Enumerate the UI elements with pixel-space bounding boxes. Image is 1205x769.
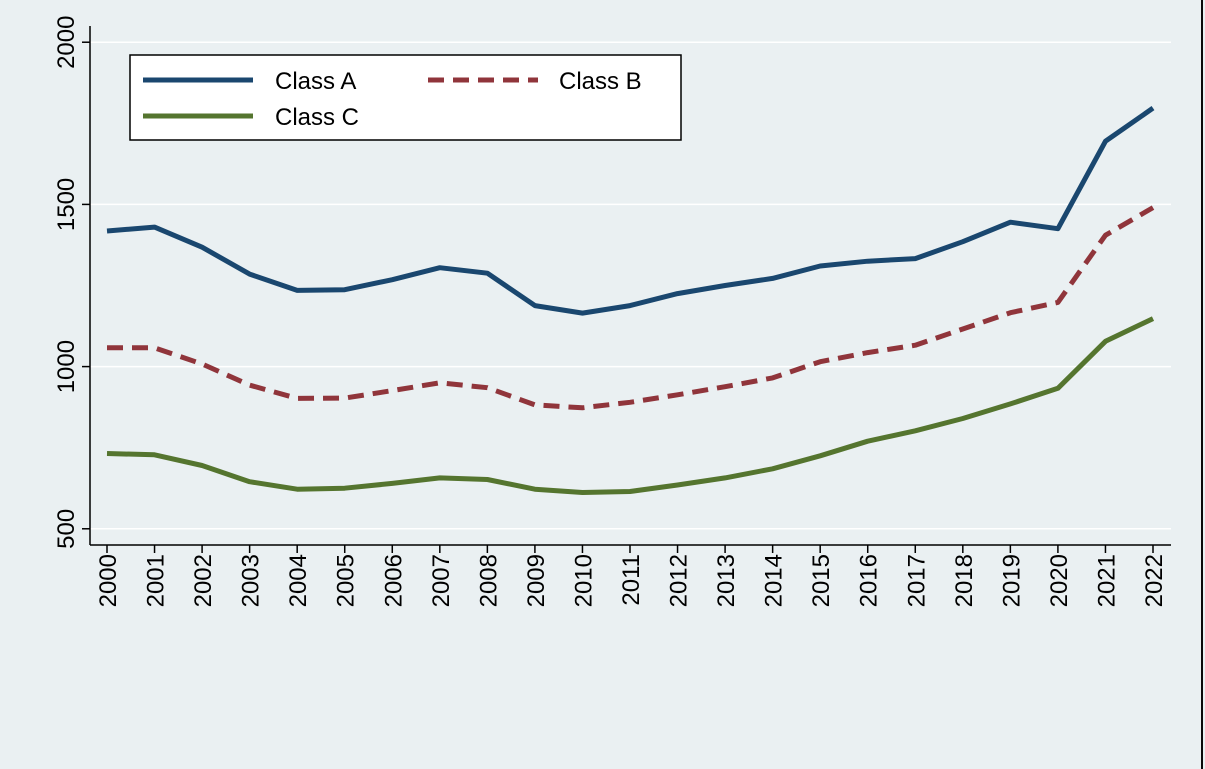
legend: Class A Class B Class C bbox=[129, 54, 682, 141]
x-tick-label: 2017 bbox=[903, 554, 930, 607]
x-tick-label: 2016 bbox=[856, 554, 883, 607]
x-tick-label: 2022 bbox=[1141, 554, 1168, 607]
x-tick-label: 2009 bbox=[523, 554, 550, 607]
y-tick-label: 1500 bbox=[53, 178, 80, 231]
series-line-class-a bbox=[106, 106, 1155, 316]
series-group bbox=[106, 106, 1155, 495]
y-tick-label: 2000 bbox=[53, 16, 80, 69]
legend-label-class-a: Class A bbox=[275, 68, 356, 95]
x-tick-label: 2014 bbox=[761, 554, 788, 607]
legend-label-class-b: Class B bbox=[559, 68, 642, 95]
x-tick-label: 2006 bbox=[380, 554, 407, 607]
x-tick-label: 2019 bbox=[998, 554, 1025, 607]
x-tick-label: 2008 bbox=[475, 554, 502, 607]
x-tick-label: 2015 bbox=[808, 554, 835, 607]
x-tick-label: 2018 bbox=[951, 554, 978, 607]
series-line-class-c bbox=[106, 316, 1155, 495]
x-tick-label: 2000 bbox=[95, 554, 122, 607]
x-tick-label: 2001 bbox=[143, 554, 170, 607]
legend-box bbox=[129, 54, 682, 141]
y-tick-label: 1000 bbox=[53, 340, 80, 393]
x-tick-label: 2007 bbox=[428, 554, 455, 607]
y-tick-label: 500 bbox=[53, 509, 80, 549]
series-line-class-b bbox=[107, 205, 1155, 411]
x-tick-label: 2013 bbox=[713, 554, 740, 607]
x-tick-label: 2021 bbox=[1093, 554, 1120, 607]
axes: 500 1000 1500 2000 2000 2001 2002 2003 2004 2005 2… bbox=[53, 16, 1171, 607]
x-tick-label: 2010 bbox=[570, 554, 597, 607]
x-tick-label: 2020 bbox=[1046, 554, 1073, 607]
x-tick-label: 2002 bbox=[190, 554, 217, 607]
x-tick-label: 2005 bbox=[333, 554, 360, 607]
x-tick-label: 2004 bbox=[285, 554, 312, 607]
gridlines bbox=[90, 41, 1171, 530]
x-tick-label: 2003 bbox=[238, 554, 265, 607]
legend-label-class-c: Class C bbox=[275, 104, 359, 131]
x-tick-label: 2012 bbox=[666, 554, 693, 607]
x-tick-label: 2011 bbox=[618, 554, 645, 606]
